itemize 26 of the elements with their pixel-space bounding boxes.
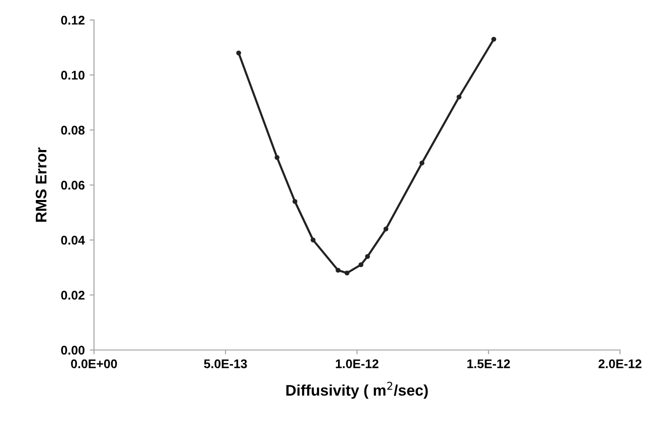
x-tick-label: 1.0E-12 <box>336 359 378 368</box>
y-tick-label: 0.00 <box>61 346 84 355</box>
x-tick-label: 2.0E-12 <box>598 359 642 368</box>
point <box>491 36 496 42</box>
y-tick-label: 0.04 <box>61 236 85 245</box>
point <box>365 254 370 259</box>
point <box>292 199 298 204</box>
point <box>336 268 340 273</box>
point <box>274 155 280 160</box>
y-tick-label: 0.06 <box>61 180 85 190</box>
point <box>310 238 316 242</box>
y-tick-label: 0.10 <box>61 70 84 80</box>
point <box>236 50 242 56</box>
x-tick-label: 1.5E-12 <box>467 359 510 368</box>
point <box>358 262 364 268</box>
x-axis-title: Diffusivity ( m$^{2}$/sec) <box>286 382 428 399</box>
x-tick-label: 5.0E-13 <box>204 359 247 368</box>
y-tick-label: 0.02 <box>61 290 84 300</box>
y-tick-label: 0.12 <box>61 16 84 25</box>
y-tick-label: 0.08 <box>61 126 85 135</box>
point <box>384 226 388 232</box>
point <box>420 160 424 166</box>
point <box>456 94 462 100</box>
x-tick-label: 0.0E+00 <box>71 359 117 368</box>
y-axis-title: RMS Error <box>36 147 47 222</box>
point <box>344 270 350 276</box>
